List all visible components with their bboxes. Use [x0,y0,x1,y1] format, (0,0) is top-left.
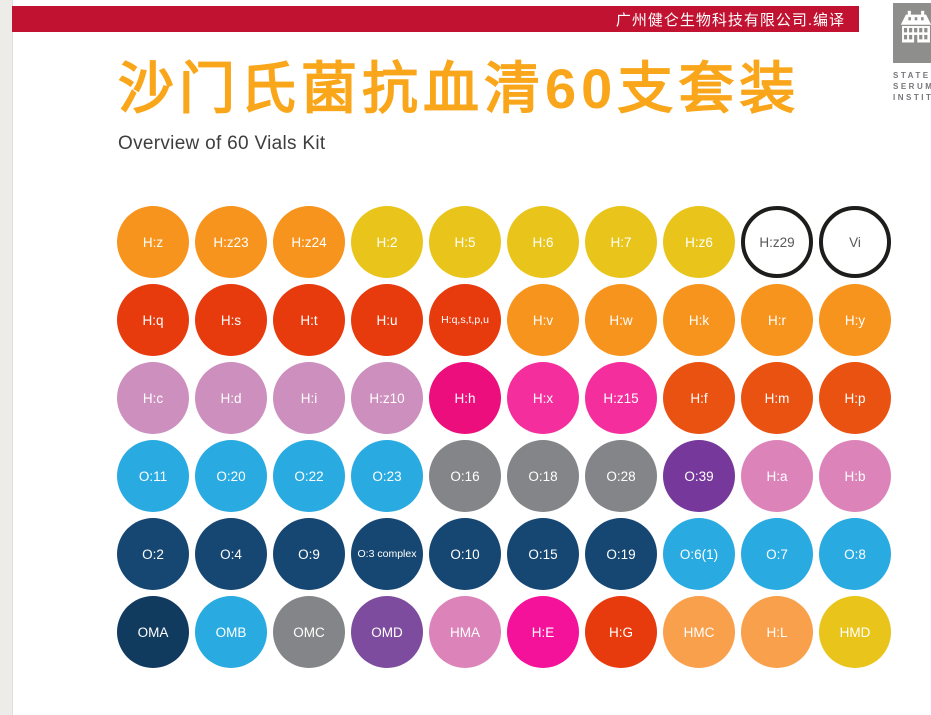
vial-circle: O:22 [273,440,345,512]
vial-circle: O:19 [585,518,657,590]
vial-circle: O:18 [507,440,579,512]
vial-circle: H:5 [429,206,501,278]
vial-circle: H:z6 [663,206,735,278]
vial-circle: O:2 [117,518,189,590]
page-title: 沙门氏菌抗血清60支套装 [118,57,801,120]
ssi-logo-text: STATENS SERUM INSTITUT [893,70,931,103]
vial-circle: H:t [273,284,345,356]
vial-circle: O:10 [429,518,501,590]
vial-circle: H:L [741,596,813,668]
vial-circle: O:28 [585,440,657,512]
vial-circle: H:u [351,284,423,356]
vial-circle: H:7 [585,206,657,278]
vial-circle: H:z29 [741,206,813,278]
vial-circle: O:4 [195,518,267,590]
vial-circle: OMC [273,596,345,668]
vial-circle: H:G [585,596,657,668]
vial-circle: H:i [273,362,345,434]
vial-circle: O:8 [819,518,891,590]
vial-circle: H:q,s,t,p,u [429,284,501,356]
vial-circle: HMC [663,596,735,668]
vial-circle: HMA [429,596,501,668]
vial-circle: H:2 [351,206,423,278]
vial-circle: O:15 [507,518,579,590]
vial-circle: H:y [819,284,891,356]
vial-circle: H:k [663,284,735,356]
vial-circle: O:7 [741,518,813,590]
vial-circle: H:z23 [195,206,267,278]
vial-circle: O:11 [117,440,189,512]
vial-circle: H:p [819,362,891,434]
vial-circle: O:23 [351,440,423,512]
vial-circle: H:z [117,206,189,278]
vial-circle: H:f [663,362,735,434]
vial-circle: HMD [819,596,891,668]
page-left-margin-strip [0,0,13,715]
page-subtitle: Overview of 60 Vials Kit [118,133,326,154]
vial-circle: H:x [507,362,579,434]
vial-circle: H:z10 [351,362,423,434]
vial-circle: H:q [117,284,189,356]
vial-circle: O:16 [429,440,501,512]
vial-circle: O:39 [663,440,735,512]
vial-circle: OMB [195,596,267,668]
vial-circle: H:m [741,362,813,434]
vial-circle: H:a [741,440,813,512]
company-banner-text: 广州健仑生物科技有限公司.编译 [615,11,845,29]
vial-circle: H:v [507,284,579,356]
ssi-logo-line-1: STATENS [893,71,931,80]
vial-circle: H:w [585,284,657,356]
vial-circle: O:20 [195,440,267,512]
vial-circle: H:z24 [273,206,345,278]
ssi-logo: STATENS SERUM INSTITUT [893,3,931,103]
vial-circle: OMD [351,596,423,668]
vial-circle: OMA [117,596,189,668]
vial-circle: H:s [195,284,267,356]
vial-circle: H:b [819,440,891,512]
vial-circle: O:6(1) [663,518,735,590]
vial-circle: H:z15 [585,362,657,434]
vial-circle: H:h [429,362,501,434]
vial-circle: H:c [117,362,189,434]
ssi-logo-line-2: SERUM [893,82,931,91]
vial-circle: H:6 [507,206,579,278]
vial-circle: H:r [741,284,813,356]
ssi-building-icon [893,3,931,63]
ssi-logo-line-3: INSTITUT [893,93,931,102]
vials-grid: H:z H:z23 H:z24 H:2 H:5 H:6 H:7 H:z6 H:z29 Vi H:q H… [117,206,891,668]
company-banner: 广州健仑生物科技有限公司.编译 [12,6,859,32]
vial-circle: O:3 complex [351,518,423,590]
vial-circle: O:9 [273,518,345,590]
vial-circle: H:E [507,596,579,668]
vial-circle: H:d [195,362,267,434]
vial-circle: Vi [819,206,891,278]
